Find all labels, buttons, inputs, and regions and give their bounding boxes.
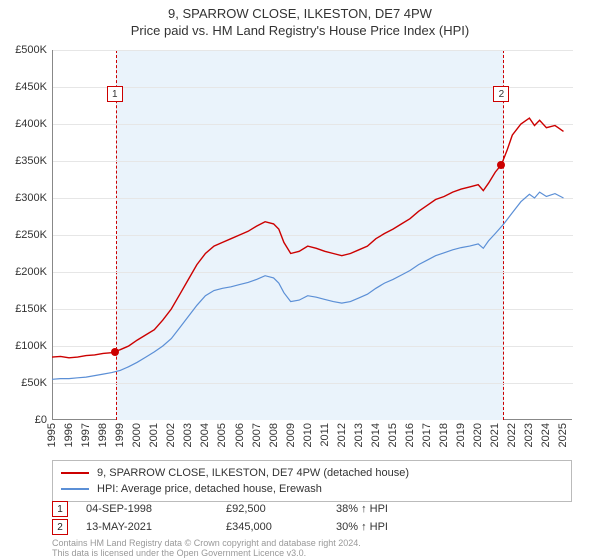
x-tick-label: 2004 xyxy=(199,423,211,447)
legend-label: 9, SPARROW CLOSE, ILKESTON, DE7 4PW (det… xyxy=(97,467,409,479)
x-tick-label: 2012 xyxy=(336,423,348,447)
footer-line-1: Contains HM Land Registry data © Crown c… xyxy=(52,538,572,548)
footer-attribution: Contains HM Land Registry data © Crown c… xyxy=(52,538,572,559)
x-tick-label: 2024 xyxy=(540,423,552,447)
x-tick-label: 2021 xyxy=(489,423,501,447)
x-tick-label: 1996 xyxy=(63,423,75,447)
x-tick-label: 1997 xyxy=(80,423,92,447)
x-tick-label: 2014 xyxy=(370,423,382,447)
transaction-dot xyxy=(111,348,119,356)
y-tick-label: £450K xyxy=(0,81,47,93)
line-series-svg xyxy=(52,50,572,420)
transaction-marker: 1 xyxy=(107,86,123,102)
x-tick-label: 2008 xyxy=(268,423,280,447)
x-tick-label: 2017 xyxy=(421,423,433,447)
page-root: 9, SPARROW CLOSE, ILKESTON, DE7 4PW Pric… xyxy=(0,0,600,560)
x-tick-label: 2011 xyxy=(319,423,331,447)
titles: 9, SPARROW CLOSE, ILKESTON, DE7 4PW Pric… xyxy=(0,0,600,38)
legend-box: 9, SPARROW CLOSE, ILKESTON, DE7 4PW (det… xyxy=(52,460,572,502)
y-tick-label: £400K xyxy=(0,118,47,130)
title-address: 9, SPARROW CLOSE, ILKESTON, DE7 4PW xyxy=(0,6,600,21)
transaction-price: £345,000 xyxy=(226,521,336,533)
legend-label: HPI: Average price, detached house, Erew… xyxy=(97,483,322,495)
x-tick-label: 2025 xyxy=(557,423,569,447)
x-tick-label: 2001 xyxy=(148,423,160,447)
title-subtitle: Price paid vs. HM Land Registry's House … xyxy=(0,23,600,38)
footer-line-2: This data is licensed under the Open Gov… xyxy=(52,548,572,558)
x-tick-label: 1998 xyxy=(97,423,109,447)
transaction-date: 13-MAY-2021 xyxy=(86,521,226,533)
y-tick-label: £350K xyxy=(0,155,47,167)
transaction-date: 04-SEP-1998 xyxy=(86,503,226,515)
x-tick-label: 1995 xyxy=(46,423,58,447)
x-tick-label: 2003 xyxy=(182,423,194,447)
transaction-row-marker: 2 xyxy=(52,519,68,535)
transaction-price: £92,500 xyxy=(226,503,336,515)
x-tick-label: 2006 xyxy=(234,423,246,447)
y-tick-label: £150K xyxy=(0,303,47,315)
transaction-marker: 2 xyxy=(493,86,509,102)
x-tick-label: 2015 xyxy=(387,423,399,447)
x-tick-label: 2007 xyxy=(251,423,263,447)
transaction-row-marker: 1 xyxy=(52,501,68,517)
transaction-row: 2 13-MAY-2021£345,00030% ↑ HPI xyxy=(52,518,572,536)
legend-swatch xyxy=(61,472,89,474)
x-tick-label: 2002 xyxy=(165,423,177,447)
x-tick-label: 2000 xyxy=(131,423,143,447)
y-tick-label: £100K xyxy=(0,340,47,352)
x-tick-label: 2013 xyxy=(353,423,365,447)
x-tick-label: 2020 xyxy=(472,423,484,447)
y-tick-label: £50K xyxy=(0,377,47,389)
series-hpi xyxy=(52,192,564,379)
transaction-diff: 30% ↑ HPI xyxy=(336,521,456,533)
chart-area: £0£50K£100K£150K£200K£250K£300K£350K£400… xyxy=(52,50,572,420)
x-tick-label: 2019 xyxy=(455,423,467,447)
y-tick-label: £300K xyxy=(0,192,47,204)
transaction-dot xyxy=(497,161,505,169)
y-tick-label: £500K xyxy=(0,44,47,56)
x-tick-label: 2010 xyxy=(302,423,314,447)
x-tick-label: 1999 xyxy=(114,423,126,447)
transaction-table: 1 04-SEP-1998£92,50038% ↑ HPI 2 13-MAY-2021… xyxy=(52,500,572,536)
x-tick-label: 2018 xyxy=(438,423,450,447)
x-tick-label: 2023 xyxy=(523,423,535,447)
series-price_paid xyxy=(52,118,564,358)
legend-row: 9, SPARROW CLOSE, ILKESTON, DE7 4PW (det… xyxy=(61,465,563,481)
x-tick-label: 2022 xyxy=(506,423,518,447)
y-tick-label: £0 xyxy=(0,414,47,426)
transaction-row: 1 04-SEP-1998£92,50038% ↑ HPI xyxy=(52,500,572,518)
x-tick-label: 2016 xyxy=(404,423,416,447)
y-tick-label: £250K xyxy=(0,229,47,241)
legend-swatch xyxy=(61,488,89,490)
transaction-diff: 38% ↑ HPI xyxy=(336,503,456,515)
legend-row: HPI: Average price, detached house, Erew… xyxy=(61,481,563,497)
x-tick-label: 2009 xyxy=(285,423,297,447)
x-tick-label: 2005 xyxy=(216,423,228,447)
y-tick-label: £200K xyxy=(0,266,47,278)
